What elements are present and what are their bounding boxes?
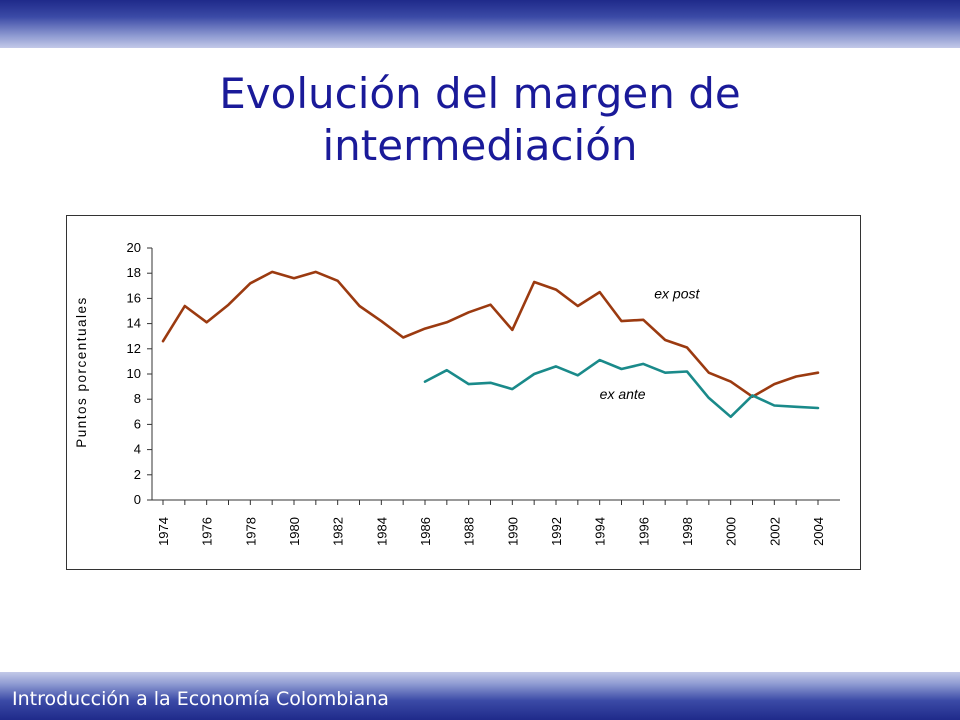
x-tick-label: 1974: [156, 517, 171, 546]
y-axis-title: Puntos porcentuales: [74, 296, 89, 448]
bottom-band: [0, 672, 960, 720]
x-tick-label: 1986: [418, 517, 433, 546]
y-tick-label: 16: [127, 290, 141, 305]
x-tick-label: 1996: [636, 517, 651, 546]
series-line-ex-ante: [423, 358, 820, 419]
footer-text: Introducción a la Economía Colombiana: [12, 688, 389, 710]
x-tick-label: 1994: [593, 517, 608, 546]
y-tick-label: 18: [127, 265, 141, 280]
x-tick-label: 1998: [680, 517, 695, 546]
x-tick-label: 1976: [200, 517, 215, 546]
y-tick-label: 8: [134, 391, 141, 406]
x-tick-label: 1978: [243, 517, 258, 546]
x-tick-label: 2002: [767, 517, 782, 546]
series-line-ex-post: [161, 270, 820, 398]
y-tick-label: 20: [127, 240, 141, 255]
y-tick-label: 12: [127, 341, 141, 356]
x-tick-label: 1984: [374, 517, 389, 546]
y-tick-label: 10: [127, 366, 141, 381]
x-tick-label: 1992: [549, 517, 564, 546]
y-tick-label: 6: [134, 416, 141, 431]
x-tick-label: 1982: [331, 517, 346, 546]
x-tick-label: 1988: [462, 517, 477, 546]
top-band: [0, 0, 960, 48]
slide-title-line-2: intermediación: [322, 121, 638, 170]
slide-title-line-1: Evolución del margen de: [219, 69, 741, 118]
x-tick-label: 1980: [287, 517, 302, 546]
x-tick-label: 1990: [505, 517, 520, 546]
line-chart: 0 2 4 6 8 10 12 14 16 18 20 1974 1976 1978 1980 1982 198…: [74, 240, 840, 546]
x-tick-label: 2000: [724, 517, 739, 546]
y-tick-label: 0: [134, 492, 141, 507]
series-annotation-ex-ante: ex ante: [600, 386, 646, 402]
y-tick-label: 14: [127, 316, 141, 331]
x-tick-label: 2004: [811, 517, 826, 546]
series-annotation-ex-post: ex post: [654, 285, 700, 301]
y-tick-label: 2: [134, 467, 141, 482]
chart-frame: [66, 215, 861, 570]
y-tick-label: 4: [134, 442, 141, 457]
slide-title: Evolución del margen de intermediación: [0, 68, 960, 172]
